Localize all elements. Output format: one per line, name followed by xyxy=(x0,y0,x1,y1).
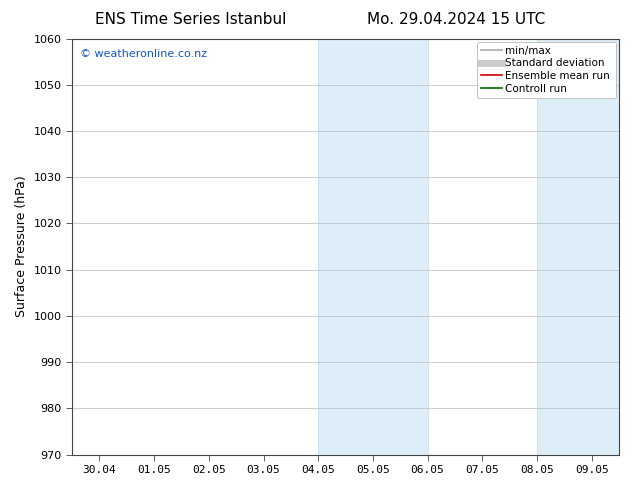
Bar xyxy=(537,39,619,455)
Legend: min/max, Standard deviation, Ensemble mean run, Controll run: min/max, Standard deviation, Ensemble me… xyxy=(477,42,616,98)
Bar xyxy=(318,39,427,455)
Text: Mo. 29.04.2024 15 UTC: Mo. 29.04.2024 15 UTC xyxy=(367,12,546,27)
Text: ENS Time Series Istanbul: ENS Time Series Istanbul xyxy=(94,12,286,27)
Text: © weatheronline.co.nz: © weatheronline.co.nz xyxy=(81,49,207,59)
Y-axis label: Surface Pressure (hPa): Surface Pressure (hPa) xyxy=(15,176,28,318)
